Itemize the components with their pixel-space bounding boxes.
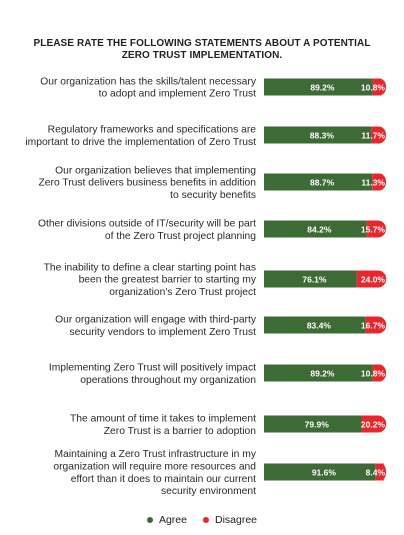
legend-item-disagree: Disagree xyxy=(203,514,257,526)
category-label-line: The inability to define a clear starting… xyxy=(44,262,256,273)
category-label-line: Implementing Zero Trust will positively … xyxy=(49,363,256,374)
data-label-agree: 88.7% xyxy=(310,178,335,188)
category-label: The inability to define a clear starting… xyxy=(44,262,257,298)
data-label-disagree: 15.7% xyxy=(361,225,386,235)
category-label-line: security vendors to implement Zero Trust xyxy=(69,327,256,338)
data-label-agree: 76.1% xyxy=(302,275,327,285)
bar-disagree-join xyxy=(361,415,370,433)
data-label-agree: 89.2% xyxy=(310,83,335,93)
bar-disagree-join xyxy=(375,463,384,481)
chart-title-line-2: ZERO TRUST IMPLEMENTATION. xyxy=(121,50,283,61)
category-label: Regulatory frameworks and specifications… xyxy=(25,124,256,147)
legend-label-agree: Agree xyxy=(158,514,187,526)
bar-agree xyxy=(264,463,376,481)
data-label-agree: 83.4% xyxy=(307,321,332,331)
category-label-line: important to drive the implementation of… xyxy=(25,137,256,148)
category-label-line: Our organization has the skills/talent n… xyxy=(40,76,257,87)
data-label-disagree: 11.7% xyxy=(361,131,385,141)
bar-disagree-join xyxy=(371,126,380,144)
data-label-agree: 91.6% xyxy=(312,468,337,478)
bar-disagree-join xyxy=(372,364,381,382)
category-label: Our organization has the skills/talent n… xyxy=(40,76,257,99)
bar-agree xyxy=(264,78,373,96)
data-label-disagree: 10.8% xyxy=(361,83,386,93)
bar-disagree-join xyxy=(365,316,374,334)
bar-agree xyxy=(264,316,366,334)
category-label-line: operations throughout my organization xyxy=(80,375,256,386)
category-label-line: effort than it does to maintain our curr… xyxy=(71,474,256,485)
bar-agree xyxy=(264,415,362,433)
data-label-disagree: 10.8% xyxy=(361,369,386,379)
data-label-disagree: 8.4% xyxy=(366,468,386,478)
category-label-line: Regulatory frameworks and specifications… xyxy=(48,124,257,135)
data-label-agree: 84.2% xyxy=(307,225,332,235)
chart-legend: Agree Disagree xyxy=(0,514,404,526)
data-label-disagree: 20.2% xyxy=(361,420,386,430)
category-label-line: Other divisions outside of IT/security w… xyxy=(38,218,256,229)
category-label-line: security environment xyxy=(161,486,256,497)
bar-agree xyxy=(264,173,373,191)
data-label-disagree: 11.3% xyxy=(361,178,385,188)
bar-agree xyxy=(264,364,373,382)
category-label-line: of the Zero Trust project planning xyxy=(105,231,256,242)
category-label-line: Our organization believes that implement… xyxy=(55,165,256,176)
chart-title-line-1: PLEASE RATE THE FOLLOWING STATEMENTS ABO… xyxy=(33,38,371,49)
category-label-line: The amount of time it takes to implement xyxy=(70,414,256,425)
category-label-line: to security benefits xyxy=(170,190,256,201)
category-label: Our organization believes that implement… xyxy=(39,165,257,201)
bar-disagree-join xyxy=(356,270,365,288)
bar-disagree-join xyxy=(366,220,375,238)
legend-dot-disagree xyxy=(203,517,209,523)
category-label-line: Maintaining a Zero Trust infrastructure … xyxy=(55,449,257,460)
bar-agree xyxy=(264,126,372,144)
category-label-line: to adopt and implement Zero Trust xyxy=(99,89,257,100)
category-label: Maintaining a Zero Trust infrastructure … xyxy=(53,449,256,497)
data-label-agree: 79.9% xyxy=(305,420,330,430)
bar-agree xyxy=(264,270,357,288)
legend-item-agree: Agree xyxy=(146,514,187,526)
data-label-disagree: 16.7% xyxy=(361,321,386,331)
category-label-line: organization will require more resources… xyxy=(53,462,256,473)
bar-agree xyxy=(264,220,367,238)
category-label: Our organization will engage with third-… xyxy=(55,315,257,338)
data-label-agree: 88.3% xyxy=(310,131,335,141)
category-label-line: Zero Trust is a barrier to adoption xyxy=(104,426,257,437)
bar-disagree-join xyxy=(372,78,381,96)
data-label-disagree: 24.0% xyxy=(361,275,386,285)
legend-dot-agree xyxy=(146,517,153,523)
category-label: The amount of time it takes to implement… xyxy=(70,414,256,437)
category-label-line: organization's Zero Trust project xyxy=(109,287,256,298)
category-label-line: Our organization will engage with third-… xyxy=(55,315,257,326)
category-label-line: been the greatest barrier to starting my xyxy=(79,275,257,286)
bar-disagree-join xyxy=(372,173,381,191)
category-label: Other divisions outside of IT/security w… xyxy=(38,218,256,241)
legend-label-disagree: Disagree xyxy=(215,514,258,526)
category-label-line: Zero Trust delivers business benefits in… xyxy=(39,178,257,189)
chart-title: PLEASE RATE THE FOLLOWING STATEMENTS ABO… xyxy=(20,38,384,62)
data-label-agree: 89.2% xyxy=(310,369,335,379)
category-label: Implementing Zero Trust will positively … xyxy=(49,363,256,386)
